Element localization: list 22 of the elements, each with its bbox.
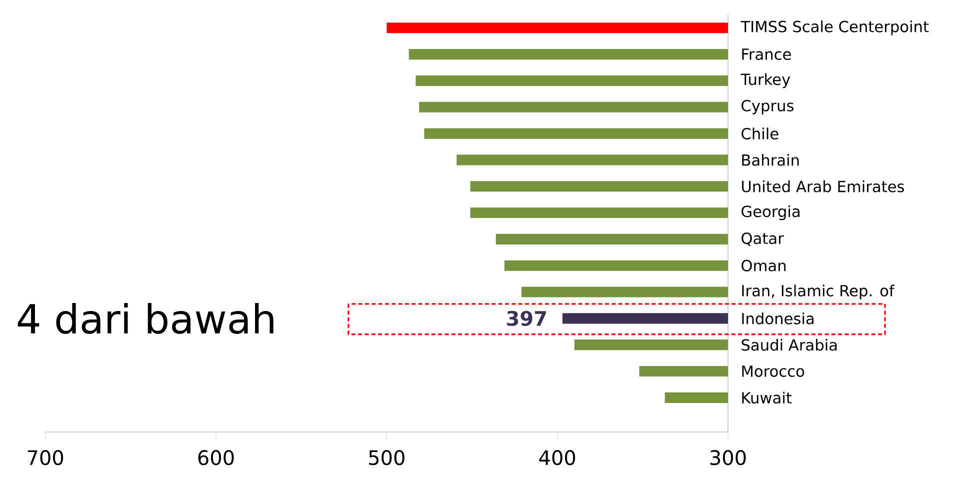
y-tick-label: TIMSS Scale Centerpoint [740, 20, 929, 36]
x-tick-label: 700 [28, 450, 64, 466]
y-tick-label: France [742, 48, 791, 60]
y-tick-label: Qatar [742, 232, 784, 246]
y-tick-label: Morocco [742, 366, 804, 377]
annotation: 4 dari bawah [18, 302, 274, 334]
y-tick-label: Iran, Islamic Rep. of [742, 284, 895, 300]
x-tick-label: 500 [369, 450, 404, 466]
y-tick-label: Cyprus [742, 100, 794, 114]
y-tick-label: Turkey [740, 73, 790, 88]
data-label: 397 [507, 310, 546, 326]
y-tick-label: United Arab Emirates [742, 180, 904, 192]
y-tick-label: Georgia [742, 205, 800, 220]
x-tick-label: 300 [710, 450, 746, 466]
y-tick-label: Saudi Arabia [742, 338, 837, 351]
y-tick-label: Bahrain [742, 154, 799, 166]
y-tick-label: Chile [742, 128, 778, 140]
x-tick-label: 600 [198, 450, 234, 466]
y-tick-label: Indonesia [742, 312, 814, 324]
x-tick-label: 400 [539, 450, 576, 466]
y-tick-label: Kuwait [742, 392, 792, 404]
y-tick-label: Oman [742, 260, 786, 272]
